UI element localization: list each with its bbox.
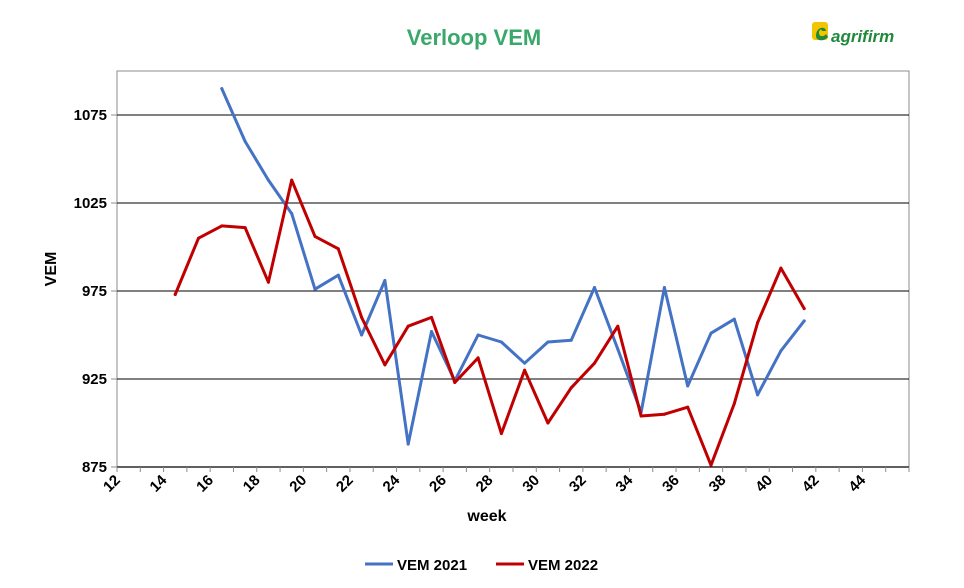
data-point bbox=[429, 315, 433, 319]
plot-area bbox=[116, 70, 910, 468]
data-point bbox=[709, 331, 713, 335]
data-point bbox=[266, 178, 270, 182]
data-point bbox=[569, 338, 573, 342]
x-axis-label: week bbox=[466, 508, 506, 525]
data-point bbox=[476, 356, 480, 360]
data-point bbox=[383, 363, 387, 367]
x-tick-label: 14 bbox=[147, 471, 171, 495]
data-point bbox=[779, 266, 783, 270]
data-point bbox=[173, 293, 177, 297]
x-tick-label: 34 bbox=[612, 471, 636, 495]
y-tick-label: 975 bbox=[82, 283, 107, 300]
agrifirm-logo: agrifirm bbox=[812, 22, 894, 46]
data-point bbox=[569, 386, 573, 390]
data-point bbox=[686, 384, 690, 388]
data-point bbox=[732, 317, 736, 321]
data-point bbox=[639, 414, 643, 418]
legend-label-2: VEM 2022 bbox=[528, 557, 598, 574]
x-tick-label: 30 bbox=[519, 472, 543, 496]
data-point bbox=[313, 287, 317, 291]
data-point bbox=[523, 368, 527, 372]
data-point bbox=[616, 324, 620, 328]
data-point bbox=[266, 280, 270, 284]
data-point bbox=[499, 340, 503, 344]
data-point bbox=[732, 402, 736, 406]
data-point bbox=[290, 212, 294, 216]
x-tick-label: 22 bbox=[333, 472, 357, 496]
data-point bbox=[476, 333, 480, 337]
x-tick-label: 28 bbox=[473, 472, 497, 496]
data-point bbox=[336, 247, 340, 251]
x-tick-label: 40 bbox=[752, 472, 776, 496]
data-point bbox=[499, 432, 503, 436]
agrifirm-logo-icon bbox=[812, 22, 828, 41]
data-point bbox=[220, 224, 224, 228]
data-point bbox=[360, 333, 364, 337]
data-point bbox=[523, 361, 527, 365]
data-point bbox=[453, 381, 457, 385]
data-point bbox=[779, 349, 783, 353]
data-point bbox=[686, 405, 690, 409]
data-point bbox=[756, 321, 760, 325]
data-point bbox=[709, 463, 713, 467]
x-tick-label: 42 bbox=[799, 472, 823, 496]
data-point bbox=[662, 285, 666, 289]
data-point bbox=[802, 307, 806, 311]
y-axis-label: VEM bbox=[43, 252, 60, 287]
x-tick-label: 38 bbox=[706, 472, 730, 496]
data-point bbox=[546, 421, 550, 425]
data-point bbox=[360, 315, 364, 319]
data-point bbox=[290, 178, 294, 182]
chart-title: Verloop VEM bbox=[407, 25, 541, 50]
series-line-1 bbox=[220, 87, 806, 446]
data-point bbox=[429, 329, 433, 333]
data-point bbox=[197, 236, 201, 240]
x-tick-label: 18 bbox=[240, 472, 264, 496]
y-tick-label: 1075 bbox=[74, 107, 107, 124]
y-tick-label: 1025 bbox=[74, 195, 107, 212]
data-point bbox=[313, 234, 317, 238]
x-tick-label: 32 bbox=[566, 472, 590, 496]
data-point bbox=[336, 273, 340, 277]
x-tick-label: 20 bbox=[286, 472, 310, 496]
data-point bbox=[593, 285, 597, 289]
legend: VEM 2021 VEM 2022 bbox=[365, 557, 598, 574]
data-point bbox=[220, 87, 224, 91]
x-tick-label: 44 bbox=[845, 471, 869, 495]
legend-label-1: VEM 2021 bbox=[397, 557, 467, 574]
data-point bbox=[593, 361, 597, 365]
data-point bbox=[662, 412, 666, 416]
data-point bbox=[406, 324, 410, 328]
data-point bbox=[756, 393, 760, 397]
x-tick-label: 36 bbox=[659, 472, 683, 496]
x-tick-label: 16 bbox=[193, 472, 217, 496]
y-tick-label: 875 bbox=[82, 459, 107, 476]
data-point bbox=[546, 340, 550, 344]
data-point bbox=[406, 442, 410, 446]
data-point bbox=[383, 278, 387, 282]
x-tick-label: 24 bbox=[380, 471, 404, 495]
gridlines bbox=[117, 114, 909, 380]
series-line-2 bbox=[173, 178, 806, 467]
data-point bbox=[243, 139, 247, 143]
data-point bbox=[616, 347, 620, 351]
data-point bbox=[243, 226, 247, 230]
x-tick-label: 26 bbox=[426, 472, 450, 496]
series-lines bbox=[173, 87, 806, 467]
logo-text: agrifirm bbox=[831, 27, 894, 46]
data-point bbox=[802, 319, 806, 323]
y-tick-label: 925 bbox=[82, 371, 107, 388]
